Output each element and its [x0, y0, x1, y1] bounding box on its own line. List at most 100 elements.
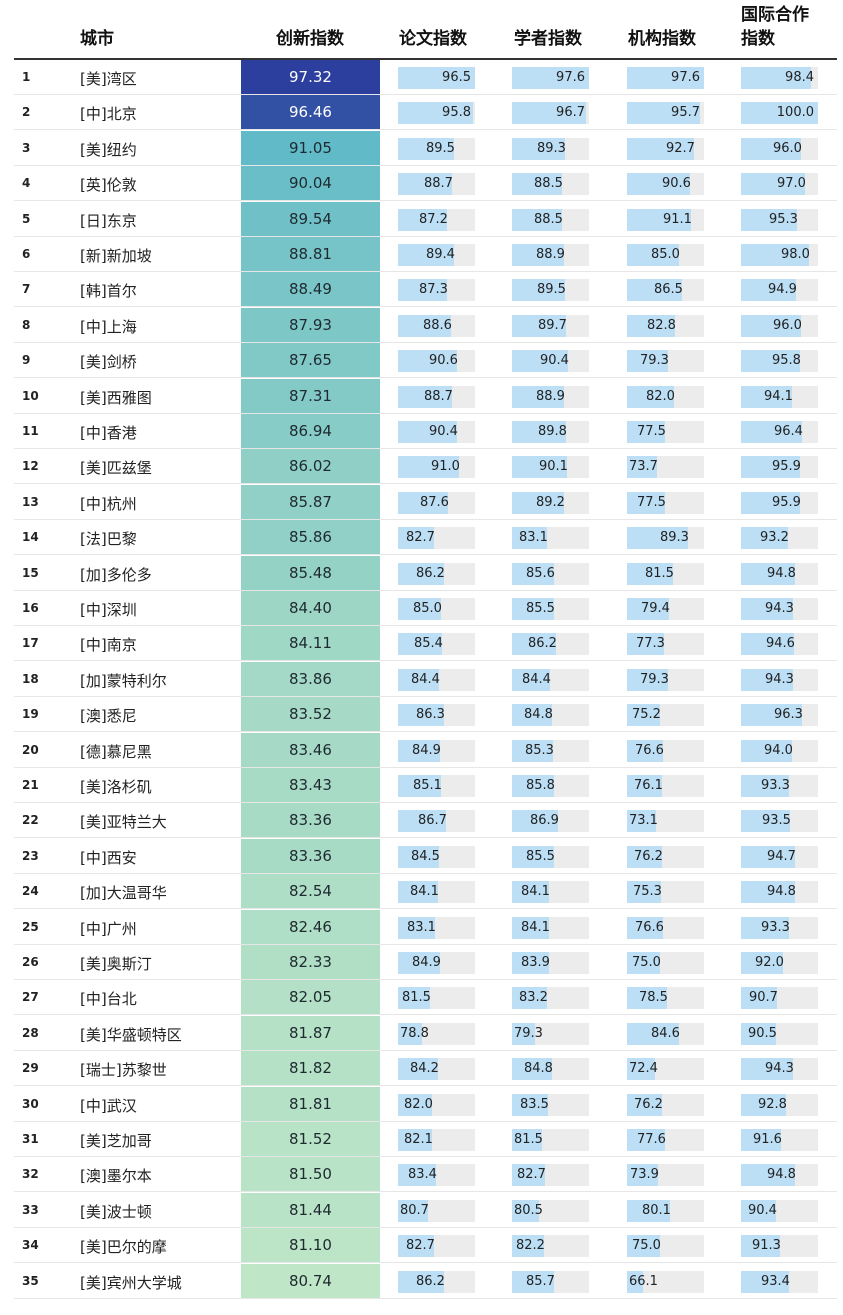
institution-bar: [627, 845, 662, 868]
innovation-value: 88.49: [289, 280, 332, 299]
rank-cell: 15: [22, 565, 39, 580]
institution-value: 79.4: [641, 601, 670, 616]
paper-value: 86.2: [416, 565, 445, 581]
paper-value: 84.9: [412, 742, 441, 758]
table-row: 5 [日]东京 89.54 87.2 88.5 91.1 95.3: [0, 201, 843, 237]
scholar-value: 96.7: [556, 105, 585, 121]
rank-cell: 14: [22, 530, 39, 545]
institution-value: 76.6: [635, 919, 664, 935]
institution-value: 77.6: [637, 1132, 666, 1147]
innovation-heat-cell: [241, 909, 380, 945]
innovation-heat-cell: [241, 803, 380, 839]
row-separator: [14, 94, 837, 95]
table-row: 7 [韩]首尔 88.49 87.3 89.5 86.5 94.9: [0, 272, 843, 308]
institution-value: 75.3: [633, 884, 662, 900]
rank-cell: 19: [22, 707, 39, 722]
innovation-value: 86.02: [289, 457, 332, 476]
row-separator: [14, 306, 837, 308]
institution-value: 76.6: [635, 742, 664, 758]
paper-value: 83.1: [407, 919, 436, 935]
row-separator: [14, 872, 837, 874]
city-cell: [中]香港: [80, 424, 137, 442]
table-row: 1 [美]湾区 97.32 96.5 97.6 97.6 98.4: [0, 60, 843, 95]
paper-bar: [398, 1235, 434, 1258]
scholar-value: 80.5: [514, 1202, 543, 1218]
innovation-heat-cell: [241, 520, 380, 556]
paper-bar: [398, 421, 457, 443]
scholar-bar: [512, 102, 586, 125]
rank-cell: 33: [22, 1202, 39, 1217]
rank-cell: 31: [22, 1132, 39, 1146]
intl-value: 98.0: [781, 247, 810, 262]
paper-bar: [398, 598, 441, 620]
innovation-value: 87.93: [289, 315, 332, 334]
innovation-heat-cell: [241, 484, 380, 520]
institution-value: 92.7: [666, 140, 695, 156]
intl-bar: [741, 775, 789, 797]
intl-bar: [741, 668, 793, 691]
row-separator: [14, 412, 837, 414]
institution-bar: [627, 1199, 670, 1222]
scholar-bar: [512, 1164, 545, 1187]
intl-bar: [741, 1093, 786, 1116]
rank-cell: 34: [22, 1238, 39, 1253]
paper-bar: [398, 775, 441, 797]
institution-value: 82.0: [646, 388, 675, 404]
paper-bar: [398, 1129, 432, 1151]
rank-cell: 1: [22, 70, 31, 84]
innovation-heat-cell: [241, 1192, 380, 1228]
city-cell: [美]宾州大学城: [80, 1273, 182, 1292]
intl-bar: [741, 1164, 795, 1187]
row-separator: [14, 589, 837, 591]
city-cell: [加]多伦多: [80, 565, 152, 584]
table-row: 21 [美]洛杉矶 83.43 85.1 85.8 76.1 93.3: [0, 768, 843, 803]
scholar-value: 86.2: [528, 636, 557, 652]
rank-cell: 12: [22, 459, 39, 474]
intl-bar: [741, 739, 792, 762]
rank-cell: 9: [22, 353, 31, 368]
scholar-bar: [512, 1093, 548, 1116]
institution-bar: [627, 704, 660, 727]
intl-value: 94.1: [764, 388, 793, 404]
intl-bar: [741, 527, 788, 550]
scholar-value: 82.2: [516, 1238, 545, 1254]
paper-bar: [398, 739, 440, 762]
intl-value: 90.5: [748, 1025, 777, 1041]
row-separator: [14, 1297, 837, 1299]
city-cell: [中]西安: [80, 848, 137, 867]
institution-value: 91.1: [663, 211, 692, 227]
row-separator: [14, 483, 837, 485]
institution-bar-track: [627, 1270, 704, 1293]
scholar-bar: [512, 1235, 544, 1258]
innovation-heat-cell: [241, 237, 380, 272]
paper-value: 82.0: [404, 1096, 433, 1112]
header-city: 城市: [80, 29, 114, 49]
innovation-heat-cell: [241, 980, 380, 1016]
scholar-value: 89.2: [536, 494, 565, 510]
scholar-bar: [512, 1129, 542, 1151]
intl-bar: [741, 598, 793, 620]
paper-bar: [398, 173, 452, 196]
scholar-value: 84.8: [524, 707, 553, 723]
intl-bar: [741, 1235, 780, 1258]
innovation-heat-cell: [241, 343, 380, 379]
rank-cell: 16: [22, 601, 39, 615]
city-cell: [美]洛杉矶: [80, 778, 152, 796]
institution-value: 97.6: [671, 70, 700, 85]
scholar-value: 89.8: [538, 424, 567, 439]
scholar-bar: [512, 279, 565, 302]
row-separator: [14, 1262, 837, 1264]
rank-cell: 22: [22, 813, 39, 828]
intl-value: 93.5: [762, 813, 791, 829]
institution-value: 84.6: [651, 1025, 680, 1041]
intl-value: 96.0: [773, 140, 802, 156]
innovation-value: 88.81: [289, 245, 332, 263]
table-row: 17 [中]南京 84.11 85.4 86.2 77.3 94.6: [0, 626, 843, 662]
table-row: 2 [中]北京 96.46 95.8 96.7 95.7 100.0: [0, 95, 843, 131]
row-separator: [14, 695, 837, 697]
innovation-value: 81.52: [289, 1130, 332, 1148]
intl-value: 93.3: [761, 778, 790, 793]
row-separator: [14, 377, 837, 379]
paper-value: 78.8: [400, 1025, 429, 1041]
innovation-value: 85.86: [289, 528, 332, 547]
